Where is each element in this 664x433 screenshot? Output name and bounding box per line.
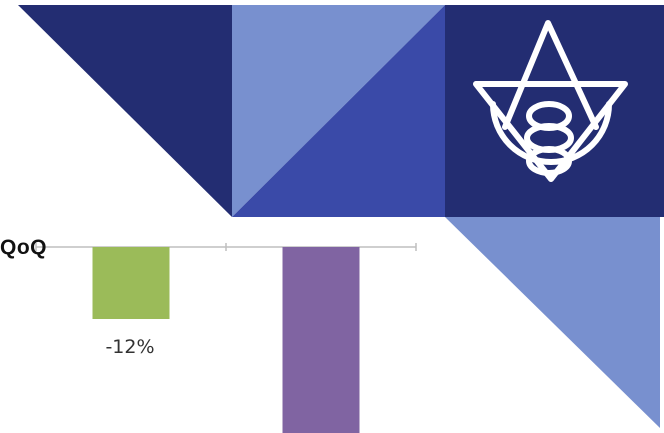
- navy-left-triangle: [18, 5, 232, 217]
- series-label: QoQ: [0, 236, 47, 259]
- bar-1: [92, 247, 170, 319]
- light-blue-right-triangle: [445, 217, 660, 428]
- royal-blue-lower-triangle: [232, 5, 445, 217]
- triangle-circles-emblem: [473, 20, 628, 182]
- emblem-outer-arc: [490, 101, 612, 165]
- emblem-ring-bottom: [526, 146, 572, 176]
- chart-bars: [92, 247, 360, 433]
- bar-2: [282, 247, 360, 433]
- data-label: -12%: [105, 336, 155, 358]
- emblem-upper-triangle: [502, 20, 599, 130]
- emblem-lower-triangle: [473, 81, 628, 182]
